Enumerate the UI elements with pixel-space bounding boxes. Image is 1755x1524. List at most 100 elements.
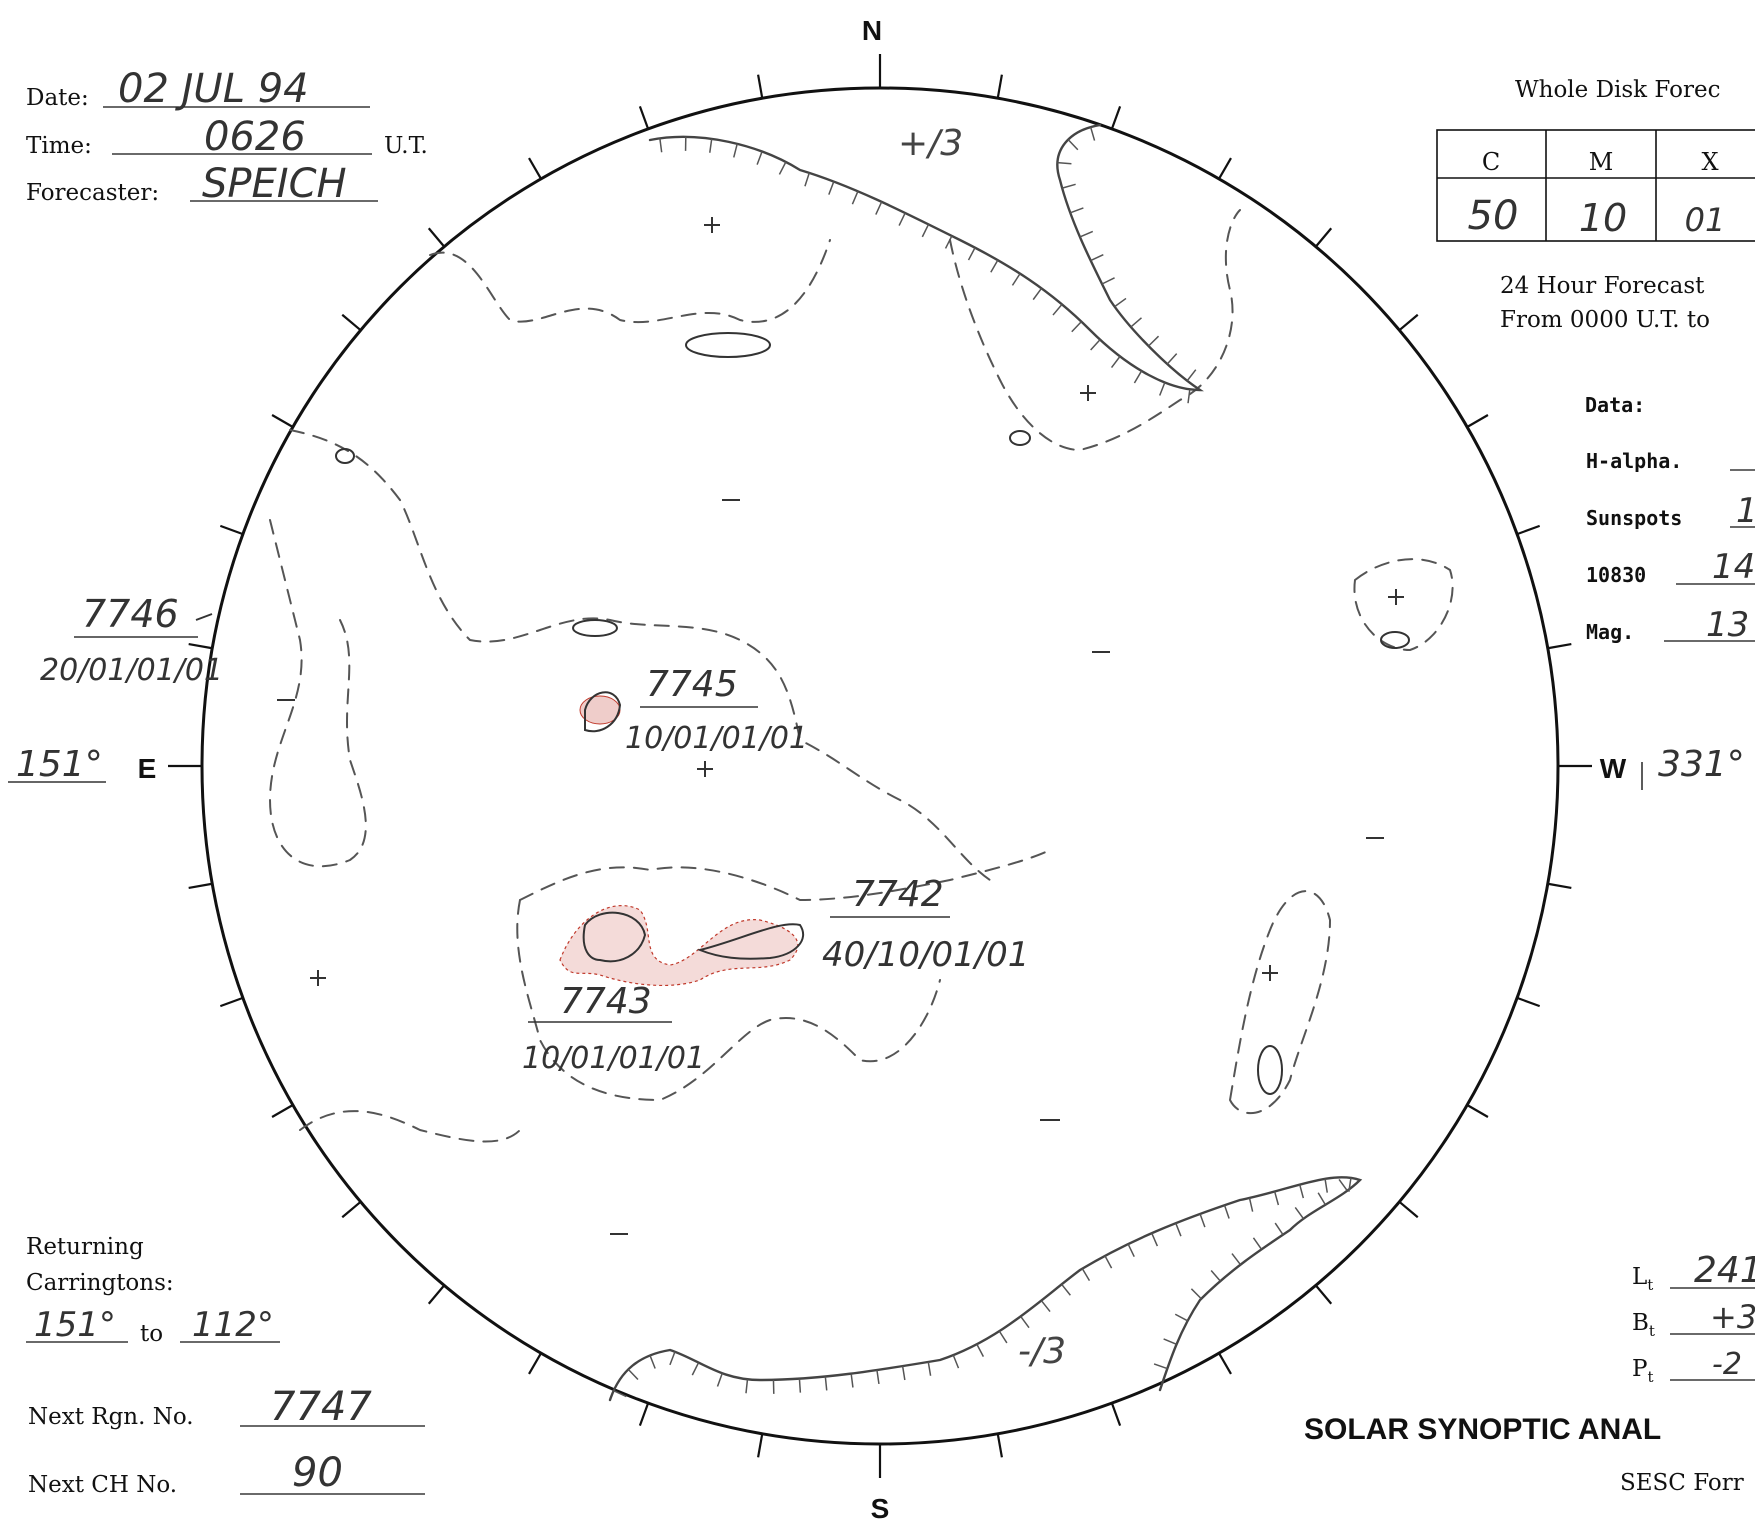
hatch-mark [1175,1222,1182,1237]
ephemeris-b-label: Bt [1632,1310,1655,1340]
limb-tick [427,1284,446,1305]
returning-line1: Returning [26,1234,144,1260]
class-c-probability: 50 [1468,193,1519,239]
hatch-mark [778,161,787,175]
limb-tick [1110,105,1122,130]
ephemeris-b-value: +3 [1710,1298,1755,1336]
next-numbers: Next Rgn. No. 7747 Next CH No. 90 [28,1384,425,1498]
region-7743-code: 10/01/01/01 [522,1041,705,1076]
region-7743-number: 7743 [560,981,652,1022]
limb-tick [341,313,362,332]
hatch-mark [1011,273,1021,286]
sunspot-7742 [696,923,805,960]
hatch-mark [851,191,859,205]
east-longitude: 151° [16,744,103,785]
header-block: Date: 02 JUL 94 Time: 0626 U.T. Forecast… [26,66,428,207]
time-value: 0626 [204,114,306,160]
limb-tick [528,1352,542,1375]
west-longitude: 331° [1658,744,1745,785]
hatch-mark [1159,382,1166,396]
limb-tick [341,1200,362,1219]
hatch-mark [1127,1243,1135,1257]
hatch-mark [1273,1191,1280,1206]
limb-tick [1110,1402,1122,1427]
region-7742: 7742 40/10/01/01 [822,874,1029,975]
hatch-mark [1252,1237,1263,1250]
hatch-mark [1040,1300,1051,1313]
plage-7742 [559,905,799,987]
coronal-hole-boundaries [608,123,1363,1402]
north-ch-label: +/3 [898,123,963,164]
hatch-mark [659,138,663,153]
limb-tick-marks [168,54,1592,1478]
hatch-mark [1061,183,1076,189]
forecaster-value: SPEICH [202,161,347,207]
hatch-mark [1248,1197,1254,1212]
ephemeris: Lt 241 Bt +3 Pt -2 [1632,1250,1755,1386]
solar-disk: N S E W [138,15,1627,1524]
hatch-mark [691,1362,700,1376]
limb-tick [757,74,764,99]
hatch-mark [1079,230,1094,238]
hatch-mark [1151,1232,1159,1247]
polarity-markers [277,217,1404,1235]
limb-tick [1218,1352,1232,1375]
hatch-mark [1166,353,1178,365]
forecaster-label: Forecaster: [26,180,159,206]
returning-to-word: to [140,1321,163,1347]
hatch-mark [669,1351,676,1366]
limb-tick [271,414,294,428]
sunspot-7746-area [572,619,618,637]
limb-tick [219,996,244,1008]
limb-tick [1218,157,1232,180]
hatch-mark [649,1355,656,1369]
limb-tick [1398,1200,1419,1219]
hatch-mark [898,212,906,226]
hatch-mark [1052,303,1063,316]
data-sunspots-label: Sunspots [1586,506,1682,530]
data-10830-label: 10830 [1586,563,1646,587]
data-panel: Data: H-alpha. Sunspots 1 10830 14 Mag. … [1585,393,1755,645]
class-x-probability: 01 [1685,201,1726,239]
hatch-mark [1153,1363,1168,1370]
hatch-mark [828,181,835,195]
hatch-mark [709,138,713,153]
hatch-mark [756,151,763,165]
compass-east: E [138,753,157,784]
hatch-mark [1089,126,1096,141]
hatch-mark [944,235,953,249]
data-10830-value: 14 [1712,547,1755,587]
limb-tick [638,105,650,130]
hatch-mark [990,259,999,273]
ephemeris-p-label: Pt [1632,1356,1654,1386]
neutral-lines [268,209,1454,1143]
sunspot-7743 [582,911,647,963]
hatch-mark [1187,389,1191,404]
hatch-mark [1069,207,1084,214]
limb-tick [271,1104,294,1118]
returning-line2: Carringtons: [26,1270,174,1296]
limb-tick [1466,414,1489,428]
ephemeris-l-value: 241 [1694,1250,1755,1291]
sunspot-north-center [1009,430,1031,446]
hatch-mark [1163,1338,1177,1345]
hatch-mark [1020,1315,1030,1329]
limb-tick [996,74,1003,99]
hatch-mark [1114,297,1127,308]
region-7745: 7745 10/01/01/01 [625,664,808,756]
hatch-mark [1231,1253,1242,1266]
data-halpha-label: H-alpha. [1586,449,1682,473]
data-title: Data: [1585,393,1645,417]
longitude-markers: 151° 331° [8,744,1745,790]
region-7746: 7746 20/01/01/01 [40,592,223,688]
sunspot-groups [335,332,1410,1095]
hatch-mark [1348,1177,1352,1192]
returning-from: 151° [34,1305,116,1345]
hatch-mark [1071,321,1082,333]
compass-north: N [862,15,882,46]
region-7746-number: 7746 [82,592,179,636]
forecast-hours-line1: 24 Hour Forecast [1500,273,1705,299]
hatch-mark [1338,1178,1348,1192]
hatch-mark [901,1366,906,1381]
